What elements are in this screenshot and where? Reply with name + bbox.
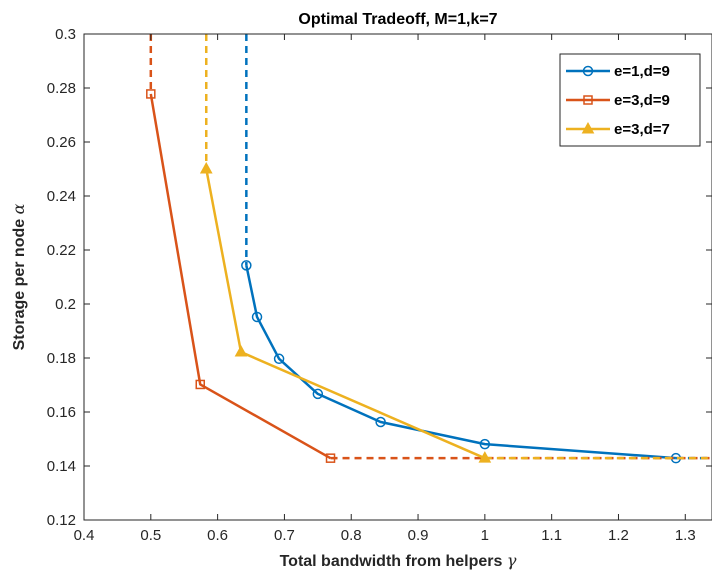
data-point — [146, 89, 156, 99]
data-point — [479, 438, 491, 450]
y-tick-label: 0.28 — [47, 80, 76, 97]
x-tick-label: 0.7 — [274, 527, 295, 544]
data-layer — [146, 34, 712, 464]
y-tick-label: 0.14 — [47, 458, 76, 475]
x-tick-label: 1.3 — [675, 527, 696, 544]
data-point — [478, 451, 492, 463]
x-tick-label: 0.5 — [140, 527, 161, 544]
series-line — [205, 168, 486, 460]
y-tick-label: 0.16 — [47, 404, 76, 421]
series-e=3,d=7 — [199, 34, 712, 463]
x-tick-label: 1 — [481, 527, 489, 544]
x-axis-label-text: Total bandwidth from helpers — [280, 553, 503, 570]
data-point — [251, 311, 263, 323]
y-axis-label: Storage per node α — [9, 203, 28, 350]
y-axis-label-text: Storage per node — [11, 219, 28, 351]
legend: e=1,d=9 e=3,d=9 e=3,d=7 — [559, 53, 701, 147]
y-tick-label: 0.24 — [47, 188, 76, 205]
x-tick-label: 0.9 — [408, 527, 429, 544]
x-axis-label: Total bandwidth from helpers γ — [280, 551, 517, 570]
series-line — [245, 265, 677, 460]
legend-marker — [583, 95, 593, 105]
data-point — [241, 260, 252, 271]
plot-frame — [83, 33, 712, 521]
data-point — [234, 345, 248, 357]
data-point — [273, 353, 285, 365]
x-tick-label: 0.6 — [207, 527, 228, 544]
y-tick-label: 0.12 — [47, 512, 76, 529]
x-tick-label: 0.4 — [74, 527, 95, 544]
series-line — [149, 93, 332, 460]
legend-items: e=1,d=9 e=3,d=9 e=3,d=7 — [566, 63, 670, 138]
data-point — [199, 161, 213, 174]
y-tick-label: 0.2 — [55, 296, 76, 313]
y-tick-label: 0.18 — [47, 350, 76, 367]
chart-title: Optimal Tradeoff, M=1,k=7 — [298, 11, 497, 28]
data-point — [375, 416, 386, 428]
legend-label: e=3,d=9 — [614, 92, 670, 109]
legend-label: e=3,d=7 — [614, 121, 670, 138]
x-tick-label: 1.2 — [608, 527, 629, 544]
data-point — [325, 453, 336, 463]
series-e=3,d=9 — [146, 34, 712, 463]
x-tick-label: 1.1 — [541, 527, 562, 544]
legend-marker — [581, 121, 595, 134]
y-tick-label: 0.3 — [55, 26, 76, 43]
legend-marker — [582, 65, 594, 77]
y-tick-label: 0.22 — [47, 242, 76, 259]
y-tick-label: 0.26 — [47, 134, 76, 151]
y-axis-symbol: α — [9, 203, 28, 214]
x-tick-label: 0.8 — [341, 527, 362, 544]
x-axis-symbol: γ — [507, 551, 517, 570]
data-point — [312, 388, 324, 400]
legend-label: e=1,d=9 — [614, 63, 670, 80]
data-point — [195, 379, 205, 390]
ticks-layer: 0.4 0.5 0.6 0.7 0.8 0.9 1 1.1 1.2 1.3 0.12 0.14 0.16… — [47, 26, 712, 544]
